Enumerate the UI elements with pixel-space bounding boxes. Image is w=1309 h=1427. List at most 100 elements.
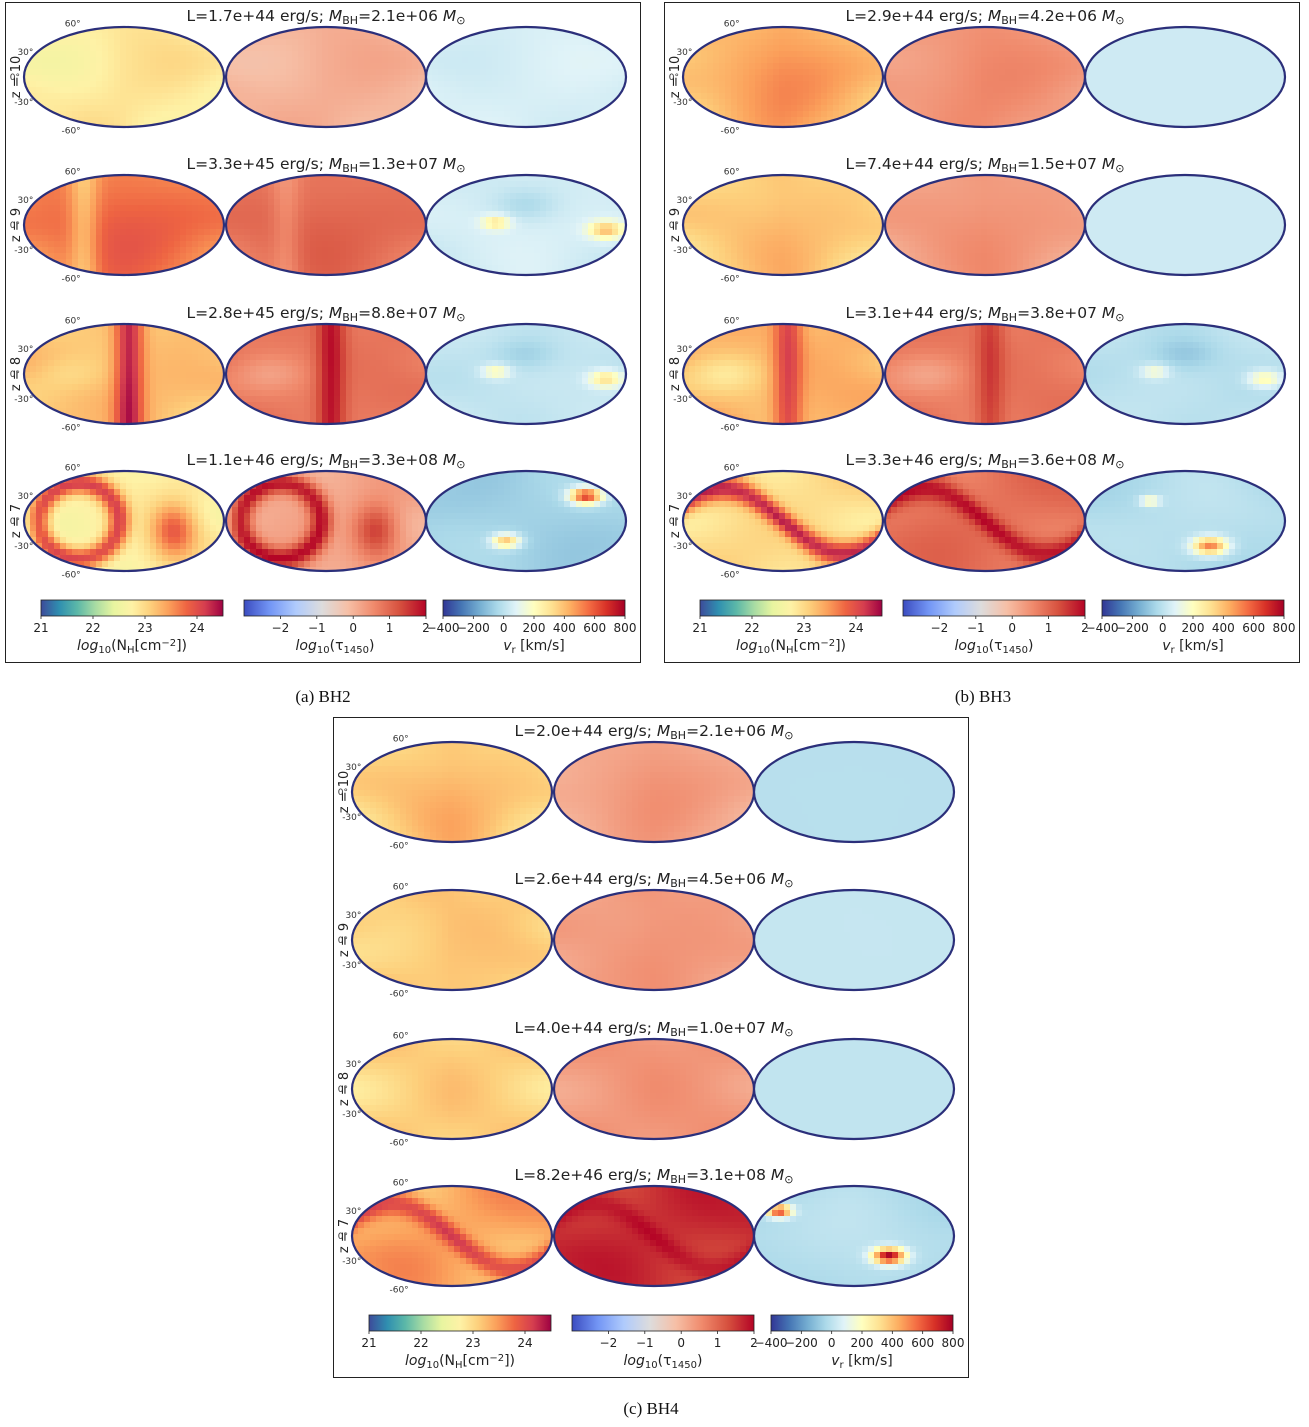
- colorbar-vr-c-tick: 800: [942, 1336, 965, 1350]
- latitude-label: 0°: [10, 370, 20, 380]
- colorbar-tau-a-tick: −2: [272, 621, 290, 635]
- map-nh-a-1: [22, 173, 226, 277]
- map-tau-a-0: [224, 25, 428, 129]
- colorbar-nh-b-bar: [699, 599, 883, 617]
- map-vr-b-2-outline: [1083, 322, 1287, 426]
- colorbar-vr-b-tick: −400: [1086, 621, 1119, 635]
- map-nh-c-0-field: [352, 742, 552, 842]
- map-vr-b-1: [1083, 173, 1287, 277]
- latitude-label: 30°: [345, 763, 361, 773]
- row-title-b-3: L=3.3e+46 erg/s; MBH=3.6e+08 M⊙: [846, 451, 1125, 471]
- latitude-label: 30°: [676, 345, 692, 355]
- map-vr-c-0: [752, 740, 956, 844]
- map-nh-c-1-field: [352, 890, 552, 990]
- map-nh-a-1-outline: [22, 173, 226, 277]
- map-vr-a-2-field: [426, 324, 626, 424]
- map-vr-a-1: [424, 173, 628, 277]
- row-title-b-1: L=7.4e+44 erg/s; MBH=1.5e+07 M⊙: [846, 155, 1125, 175]
- z-label-a-0: z = 10: [9, 56, 24, 99]
- latitude-label: 30°: [345, 1207, 361, 1217]
- latitude-label: -60°: [389, 990, 408, 1000]
- colorbar-vr-b-bar: [1101, 599, 1285, 617]
- map-tau-a-1: [224, 173, 428, 277]
- colorbar-vr-a-label: vr [km/s]: [503, 638, 565, 656]
- map-nh-c-2: [350, 1037, 554, 1141]
- colorbar-tau-c-bar: [571, 1314, 755, 1332]
- map-nh-c-3: [350, 1184, 554, 1288]
- map-nh-b-3-outline: [681, 469, 885, 573]
- colorbar-nh-c-tick: 22: [413, 1336, 428, 1350]
- latitude-label: 30°: [676, 48, 692, 58]
- colorbar-vr-a-tick: 0: [500, 621, 508, 635]
- map-nh-a-2-outline: [22, 322, 226, 426]
- map-nh-b-1-field: [683, 175, 883, 275]
- latitude-label: 0°: [10, 221, 20, 231]
- colorbar-nh-b-tick: 23: [796, 621, 811, 635]
- panel-bh3-svg: L=2.9e+44 erg/s; MBH=4.2e+06 M⊙ z = 10 60°…: [668, 7, 1295, 656]
- map-tau-c-2: [552, 1037, 756, 1141]
- colorbar-tau-c-tick: 2: [750, 1336, 758, 1350]
- map-tau-b-0-field: [885, 27, 1085, 127]
- latitude-label: 0°: [338, 936, 348, 946]
- map-vr-b-2: [1083, 322, 1287, 426]
- colorbar-tau-c-tick: 1: [714, 1336, 722, 1350]
- latitude-label: 60°: [393, 735, 409, 745]
- latitude-label: 60°: [724, 464, 740, 474]
- z-label-a-1: z = 9: [9, 208, 24, 242]
- z-label-b-2: z = 8: [668, 357, 683, 391]
- colorbar-vr-c-tick: 400: [881, 1336, 904, 1350]
- caption-bh4: (c) BH4: [623, 1399, 679, 1418]
- latitude-label: 0°: [10, 73, 20, 83]
- map-nh-b-1: [681, 173, 885, 277]
- colorbar-vr-b-tick: 0: [1159, 621, 1167, 635]
- colorbar-vr-b-tick: −200: [1116, 621, 1149, 635]
- latitude-label: 60°: [724, 20, 740, 30]
- latitude-label: 30°: [676, 492, 692, 502]
- latitude-label: 60°: [65, 464, 81, 474]
- map-nh-c-2-outline: [350, 1037, 554, 1141]
- colorbar-tau-b-tick: 0: [1008, 621, 1016, 635]
- latitude-label: 30°: [17, 48, 33, 58]
- latitude-label: 30°: [17, 492, 33, 502]
- latitude-label: 0°: [669, 517, 679, 527]
- latitude-label: -60°: [389, 1286, 408, 1296]
- map-nh-a-3-field: [24, 471, 224, 571]
- latitude-label: 60°: [393, 883, 409, 893]
- map-vr-c-2: [752, 1037, 956, 1141]
- latitude-label: 0°: [338, 788, 348, 798]
- z-label-c-2: z = 8: [337, 1072, 352, 1106]
- colorbar-tau-c: −2 −1 0 1 2 log10(τ1450): [571, 1314, 758, 1371]
- map-nh-b-0: [681, 25, 885, 129]
- colorbar-nh-a-bar: [40, 599, 224, 617]
- colorbar-vr-b-tick: 400: [1212, 621, 1235, 635]
- map-nh-b-1-outline: [681, 173, 885, 277]
- latitude-label: -60°: [720, 275, 739, 285]
- panel-bh2: L=1.7e+44 erg/s; MBH=2.1e+06 M⊙ z = 10 60°…: [5, 2, 641, 663]
- panel-bh2-svg: L=1.7e+44 erg/s; MBH=2.1e+06 M⊙ z = 10 60°…: [9, 7, 637, 656]
- latitude-label: -60°: [720, 127, 739, 137]
- colorbar-nh-b-tick: 24: [848, 621, 863, 635]
- colorbar-vr-c-tick: −200: [785, 1336, 818, 1350]
- colorbar-tau-b-tick: 2: [1081, 621, 1089, 635]
- colorbar-vr-b-tick: 200: [1182, 621, 1205, 635]
- colorbar-vr-a-tick: 800: [614, 621, 637, 635]
- latitude-label: 0°: [669, 370, 679, 380]
- colorbar-nh-a-tick: 24: [189, 621, 204, 635]
- latitude-label: 60°: [393, 1179, 409, 1189]
- caption-bh3: (b) BH3: [954, 687, 1012, 706]
- map-tau-a-3: [224, 469, 428, 573]
- map-tau-b-3: [883, 469, 1087, 573]
- colorbar-tau-a-tick: 1: [386, 621, 394, 635]
- map-vr-a-3: [424, 469, 628, 573]
- map-vr-a-2: [424, 322, 628, 426]
- map-vr-c-0-outline: [752, 740, 956, 844]
- colorbar-tau-b-tick: −2: [931, 621, 949, 635]
- map-vr-c-3: [752, 1184, 956, 1288]
- map-nh-b-2: [681, 322, 885, 426]
- z-label-a-3: z = 7: [9, 504, 24, 538]
- colorbar-vr-a: −400−200 0 200 400 600 800 vr [km/s]: [427, 599, 637, 656]
- map-nh-c-0-outline: [350, 740, 554, 844]
- map-vr-b-1-outline: [1083, 173, 1287, 277]
